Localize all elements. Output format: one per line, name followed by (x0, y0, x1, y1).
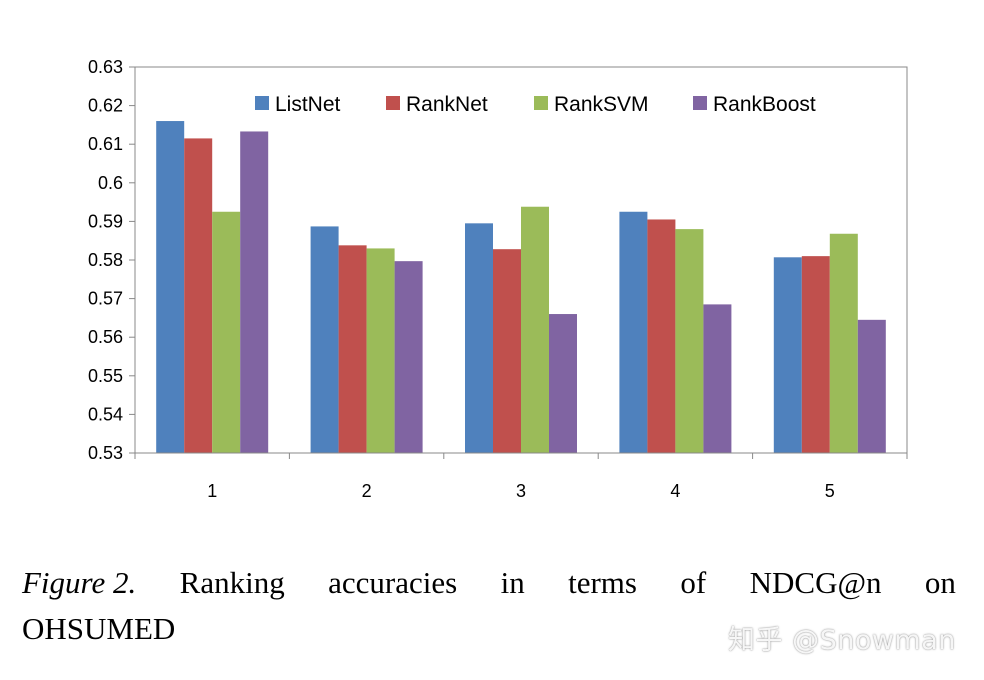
caption-word: terms (568, 565, 637, 600)
y-tick-label: 0.55 (88, 366, 123, 386)
y-tick-label: 0.56 (88, 327, 123, 347)
y-tick-label: 0.58 (88, 250, 123, 270)
bar-listnet (465, 223, 493, 453)
bar-ranksvm (675, 229, 704, 453)
y-tick-label: 0.63 (88, 57, 123, 77)
watermark: 知乎 @Snowman (728, 625, 956, 656)
bar-rankboost (394, 261, 423, 453)
x-tick-label: 3 (516, 481, 526, 501)
bar-ranksvm (212, 211, 241, 453)
y-axis: 0.53 0.54 0.55 0.56 0.57 0.58 0.59 0.6 0.61 0.62 0… (88, 57, 136, 463)
bar-listnet (156, 121, 185, 453)
legend-label: ListNet (275, 93, 341, 116)
y-tick-label: 0.6 (98, 173, 123, 193)
bar-listnet (773, 257, 802, 453)
y-tick-label: 0.59 (88, 211, 123, 231)
bar-ranknet (647, 219, 676, 453)
bar-ranknet (801, 256, 830, 453)
x-tick-label: 1 (207, 481, 217, 501)
bar-rankboost (703, 304, 732, 453)
legend-swatch (693, 96, 707, 110)
caption-word: NDCG@n (749, 565, 882, 600)
bar-rankboost (549, 314, 577, 453)
legend-swatch (255, 96, 269, 110)
legend-label: RankSVM (554, 93, 649, 116)
legend-swatch (386, 96, 400, 110)
legend-label: RankBoost (713, 93, 816, 116)
legend-label: RankNet (406, 93, 488, 116)
x-tick-label: 2 (362, 481, 372, 501)
y-tick-label: 0.54 (88, 404, 123, 424)
caption-label: Figure 2. (22, 565, 137, 600)
caption-word: in (500, 565, 525, 600)
bar-listnet (619, 211, 648, 453)
y-tick-label: 0.61 (88, 134, 123, 154)
y-tick-label: 0.62 (88, 96, 123, 116)
x-tick-label: 5 (825, 481, 835, 501)
bar-ranknet (493, 249, 521, 453)
caption-word: Ranking (179, 565, 285, 600)
bar-ranksvm (521, 206, 549, 453)
bar-chart: 0.53 0.54 0.55 0.56 0.57 0.58 0.59 0.6 0.61 0.62 0… (88, 57, 908, 501)
bar-rankboost (240, 131, 269, 453)
legend-swatch (534, 96, 548, 110)
legend: ListNet RankNet RankSVM RankBoost (255, 93, 816, 116)
bar-rankboost (857, 319, 886, 453)
bar-ranksvm (829, 233, 858, 453)
bar-ranknet (184, 138, 213, 453)
caption-line-2: OHSUMED (22, 611, 176, 646)
y-tick-label: 0.57 (88, 289, 123, 309)
figure-caption: Figure 2. Ranking accuracies in terms of… (22, 560, 956, 652)
caption-word: accuracies (328, 565, 458, 600)
bar-ranknet (338, 245, 367, 453)
caption-line-1: Figure 2. Ranking accuracies in terms of… (22, 560, 956, 606)
bar-ranksvm (366, 248, 395, 453)
bar-listnet (310, 226, 339, 453)
caption-word: on (924, 565, 956, 600)
x-tick-label: 4 (670, 481, 680, 501)
caption-word: of (680, 565, 707, 600)
y-tick-label: 0.53 (88, 443, 123, 463)
x-axis: 1 2 3 4 5 (134, 452, 908, 501)
bars-group (156, 121, 886, 453)
